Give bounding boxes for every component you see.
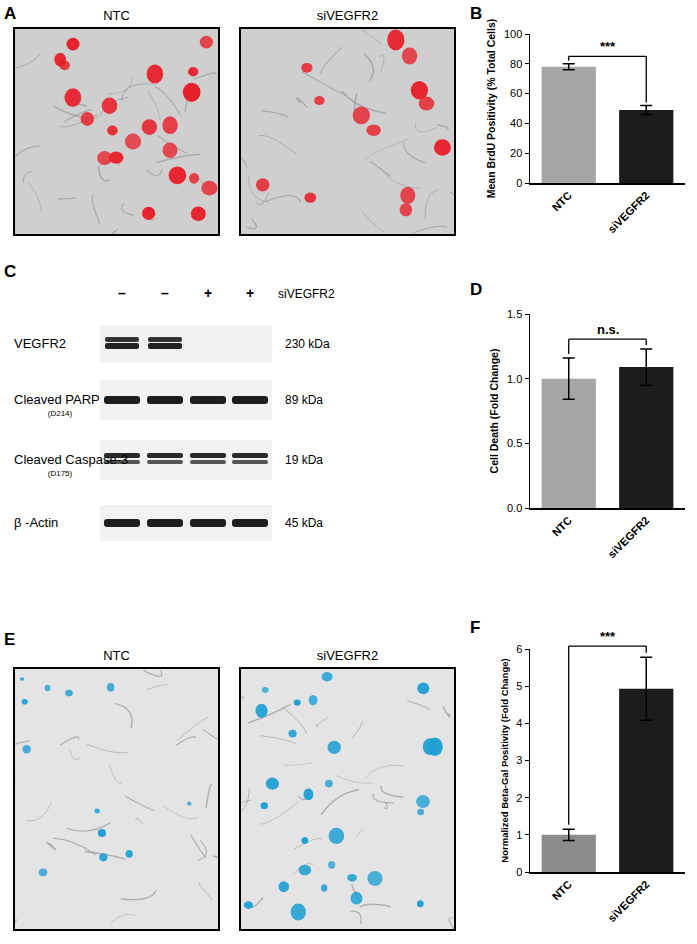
svg-text:β -Actin: β -Actin [14,515,58,530]
svg-text:0.5: 0.5 [507,437,522,449]
html-text:E: E [4,630,16,649]
svg-text:1: 1 [516,829,522,841]
svg-text:NTC: NTC [103,8,130,23]
html-text:C: C [4,262,17,281]
svg-text:20: 20 [510,147,522,159]
svg-text:19 kDa: 19 kDa [285,453,323,467]
svg-text:***: *** [600,629,616,644]
svg-text:5: 5 [516,680,522,692]
svg-text:100: 100 [504,28,522,40]
svg-text:230 kDa: 230 kDa [285,337,330,351]
svg-text:Cleaved PARP: Cleaved PARP [14,392,100,407]
svg-text:VEGFR2: VEGFR2 [14,336,66,351]
svg-text:siVEGFR2: siVEGFR2 [605,189,651,235]
svg-text:2: 2 [516,792,522,804]
svg-text:0: 0 [516,866,522,878]
svg-text:(D214): (D214) [48,409,73,418]
svg-text:1.0: 1.0 [507,373,522,385]
svg-text:Normalized Beta-Gal Positivity: Normalized Beta-Gal Positivity (Fold Cha… [499,658,510,862]
svg-text:60: 60 [510,87,522,99]
svg-text:0: 0 [516,177,522,189]
svg-text:45 kDa: 45 kDa [285,516,323,530]
html-text:B: B [470,4,483,23]
svg-text:NTC: NTC [550,514,575,539]
svg-text:siVEGFR2: siVEGFR2 [605,514,651,560]
html-text:F: F [470,618,481,637]
svg-text:NTC: NTC [103,648,130,663]
svg-text:0.0: 0.0 [507,502,522,514]
svg-text:(D175): (D175) [48,469,73,478]
svg-text:siVEGFR2: siVEGFR2 [278,287,335,301]
svg-text:89 kDa: 89 kDa [285,393,323,407]
svg-text:***: *** [600,39,616,54]
svg-text:–: – [118,285,126,301]
svg-text:siVEGFR2: siVEGFR2 [317,648,378,663]
svg-text:Cell Death (Fold Change): Cell Death (Fold Change) [488,349,500,474]
svg-text:3: 3 [516,754,522,766]
svg-text:–: – [161,285,169,301]
svg-text:Cleaved Caspase-3: Cleaved Caspase-3 [14,452,128,467]
svg-text:NTC: NTC [550,189,575,214]
svg-text:40: 40 [510,117,522,129]
svg-text:6: 6 [516,643,522,655]
svg-text:+: + [204,285,212,301]
svg-text:+: + [246,285,254,301]
svg-text:1.5: 1.5 [507,308,522,320]
html-text:D: D [470,280,483,299]
svg-text:n.s.: n.s. [597,322,619,337]
svg-text:siVEGFR2: siVEGFR2 [317,8,378,23]
svg-text:siVEGFR2: siVEGFR2 [605,878,651,924]
svg-text:NTC: NTC [550,878,575,903]
svg-text:80: 80 [510,58,522,70]
svg-text:4: 4 [516,717,522,729]
html-text:A: A [4,4,17,23]
svg-text:Mean BrdU Positivity (% Total: Mean BrdU Positivity (% Total Cells) [485,19,497,199]
